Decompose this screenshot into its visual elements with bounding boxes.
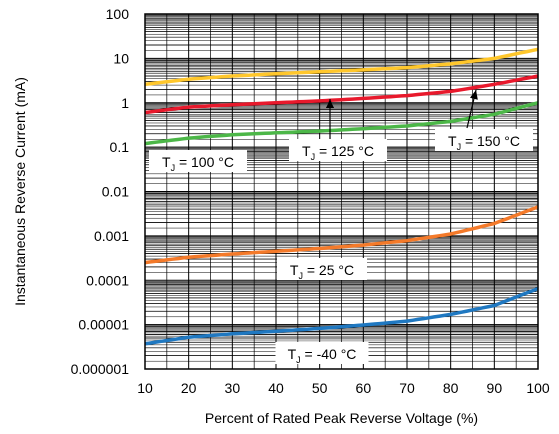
x-tick-label: 100	[526, 380, 550, 396]
annotation-label-rest: = 25 °C	[303, 262, 354, 278]
annotation-box	[289, 139, 387, 161]
annotation-label-rest: = -40 °C	[301, 346, 357, 362]
annotation-label: TJ = 150 °C	[448, 133, 520, 152]
series-group	[144, 47, 539, 346]
annotation-box	[435, 129, 533, 151]
x-tick-label: 10	[137, 380, 153, 396]
series-line	[144, 74, 539, 115]
annotation-label-main: T	[290, 262, 299, 278]
annotation-arrow-head	[326, 99, 334, 108]
annotation-label-sub: J	[298, 271, 303, 281]
annotation-label: TJ = 25 °C	[290, 262, 354, 281]
x-axis-label: Percent of Rated Peak Reverse Voltage (%…	[205, 410, 478, 426]
y-tick-label: 0.1	[110, 139, 130, 155]
annotation: TJ = 150 °C	[435, 89, 533, 152]
annotation-label-main: T	[162, 154, 171, 170]
y-axis-label: Instantaneous Reverse Current (mA)	[12, 77, 28, 306]
x-tick-label: 40	[268, 380, 284, 396]
annotation-label-sub: J	[457, 142, 462, 152]
series-line	[144, 47, 539, 87]
annotation-label-main: T	[302, 143, 311, 159]
annotation: TJ = 25 °C	[277, 258, 367, 281]
annotation-label-sub: J	[296, 355, 301, 365]
y-tick-labels: 0.000001 0.00001 0.0001 0.001 0.01 0.1 1 10 100	[71, 6, 130, 377]
annotation-label-sub: J	[171, 163, 176, 173]
y-tick-label: 0.000001	[71, 361, 130, 377]
plot-frame	[144, 13, 539, 370]
x-tick-label: 60	[356, 380, 372, 396]
annotations-group: TJ = 150 °CTJ = 125 °CTJ = 100 °CTJ = 25…	[149, 89, 533, 365]
y-tick-label: 0.01	[102, 184, 129, 200]
annotation-label-sub: J	[311, 152, 316, 162]
series-line	[144, 286, 539, 346]
y-tick-label: 0.00001	[78, 317, 129, 333]
series-line	[144, 205, 539, 265]
series-line	[144, 101, 539, 146]
annotation-arrow-head	[470, 90, 478, 100]
annotation-label-rest: = 100 °C	[175, 154, 234, 170]
y-tick-label: 10	[113, 50, 129, 66]
annotation-label: TJ = 100 °C	[162, 154, 234, 173]
x-tick-label: 20	[181, 380, 197, 396]
annotation-label-rest: = 150 °C	[461, 133, 520, 149]
annotation-label: TJ = 125 °C	[302, 143, 374, 162]
x-tick-label: 50	[312, 380, 328, 396]
x-tick-labels: 10 20 30 40 50 60 70 80 90 100	[137, 380, 550, 396]
x-tick-label: 80	[443, 380, 459, 396]
y-tick-label: 0.0001	[86, 272, 129, 288]
annotation: TJ = -40 °C	[275, 342, 369, 365]
annotation-box	[149, 150, 247, 172]
annotation-label-rest: = 125 °C	[315, 143, 374, 159]
annotation-label-main: T	[448, 133, 457, 149]
annotation: TJ = 100 °C	[149, 150, 247, 173]
annotation-box	[277, 258, 367, 280]
annotation-box	[275, 342, 369, 364]
annotation-label: TJ = -40 °C	[288, 346, 357, 365]
y-tick-label: 100	[106, 6, 130, 22]
y-tick-label: 1	[121, 95, 129, 111]
x-tick-label: 90	[487, 380, 503, 396]
x-tick-label: 70	[399, 380, 415, 396]
x-tick-label: 30	[225, 380, 241, 396]
y-tick-label: 0.001	[94, 228, 129, 244]
annotation: TJ = 125 °C	[289, 99, 387, 162]
annotation-label-main: T	[288, 346, 297, 362]
